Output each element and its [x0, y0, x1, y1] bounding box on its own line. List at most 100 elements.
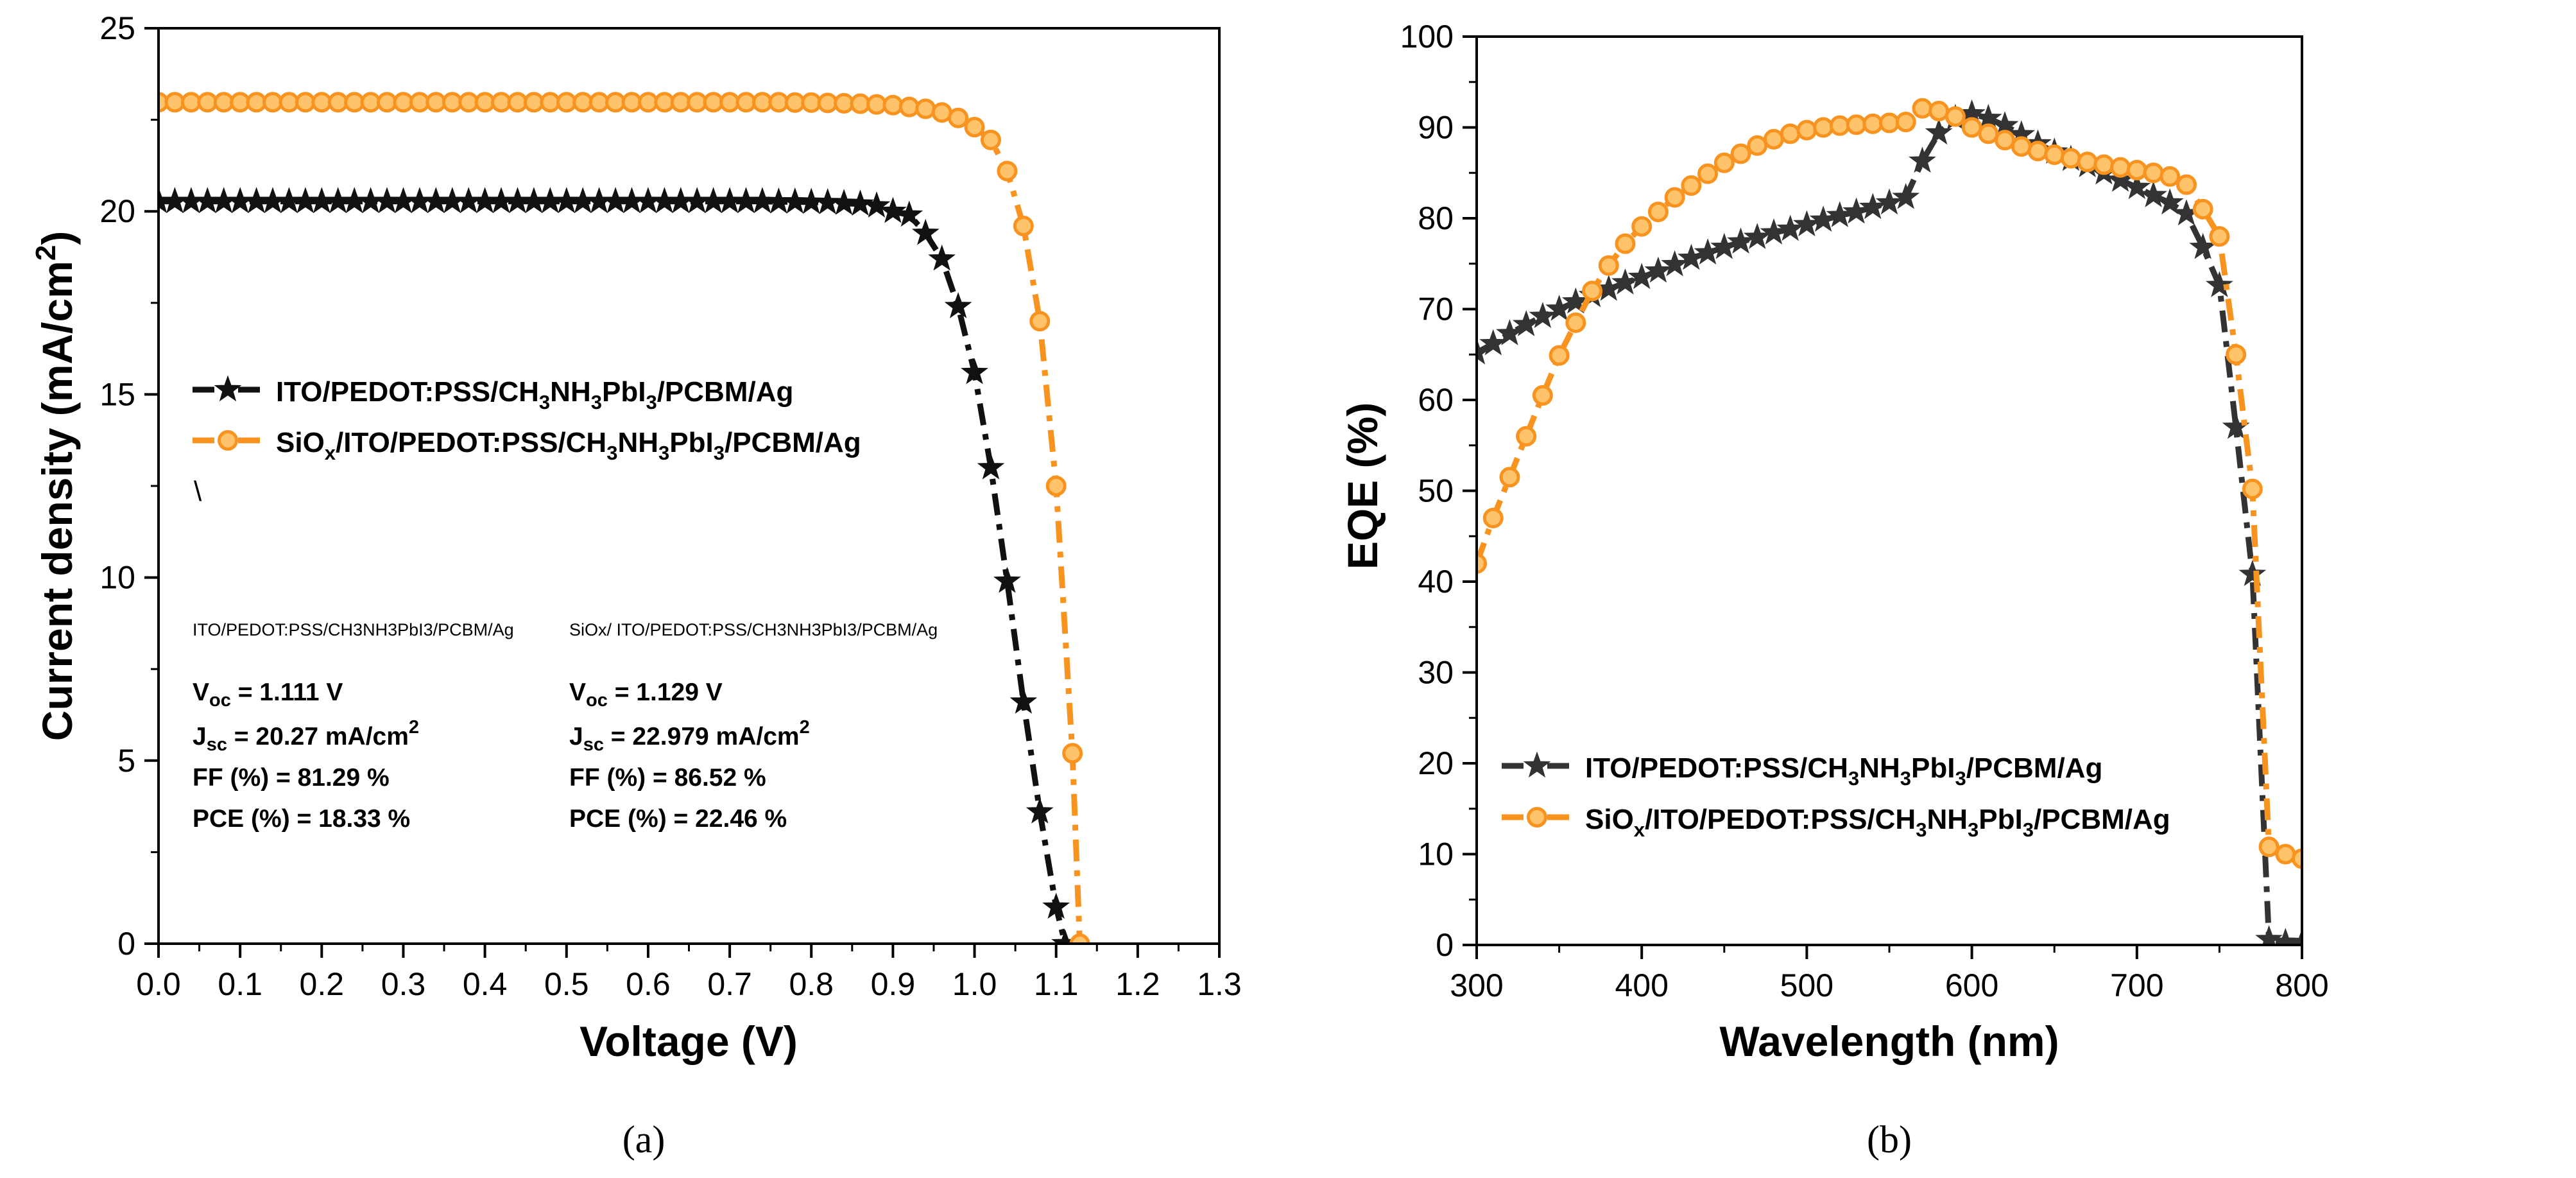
b-data-point: [2176, 174, 2197, 195]
a-annot-col2-ff: FF (%) = 86.52 %: [569, 764, 766, 792]
a-data-point: [882, 94, 904, 116]
a-data-point: [814, 188, 842, 214]
a-x-tick-label: 0.0: [136, 966, 181, 1002]
b-data-point: [2093, 154, 2115, 175]
b-x-axis-label: Wavelength (nm): [1719, 1018, 2059, 1065]
b-data-point: [1549, 345, 1570, 366]
a-x-tick-label: 0.9: [871, 966, 916, 1002]
b-data-point: [2044, 144, 2065, 165]
a-data-point: [931, 102, 952, 123]
b-legend-marker: [1523, 751, 1551, 778]
b-y-tick-label: 90: [1418, 110, 1454, 146]
b-data-point: [1499, 467, 1520, 488]
a-data-point: [830, 189, 858, 215]
a-data-point: [1045, 476, 1067, 496]
a-x-tick-label: 0.2: [300, 966, 345, 1002]
b-series-line: [1477, 105, 2302, 862]
b-y-tick-label: 70: [1418, 291, 1454, 327]
a-x-tick-label: 0.6: [626, 966, 671, 1002]
b-data-point: [2077, 152, 2098, 173]
b-data-point: [1928, 101, 1950, 122]
b-x-tick-label: 400: [1615, 967, 1668, 1003]
b-data-point: [2140, 181, 2167, 207]
b-legend: ITO/PEDOT:PSS/CH3NH3PbI3/PCBM/Ag SiOx/IT…: [1502, 751, 2170, 841]
a-y-tick-label: 25: [99, 10, 135, 46]
a-legend-entry-siox: SiOx/ITO/PEDOT:PSS/CH3NH3PbI3/PCBM/Ag: [193, 427, 861, 464]
b-data-point: [1879, 112, 1900, 134]
a-x-axis-label: Voltage (V): [580, 1018, 798, 1065]
b-data-point: [2192, 198, 2213, 220]
a-y-tick-label: 5: [117, 743, 135, 779]
b-data-point: [1875, 188, 1903, 215]
b-data-point: [1681, 175, 1702, 196]
b-data-point: [1780, 123, 1801, 144]
b-data-point: [1479, 329, 1507, 356]
b-data-point: [1664, 187, 1685, 208]
b-x-tick-label: 600: [1945, 967, 1998, 1003]
b-y-axis-label: EQE (%): [1339, 403, 1386, 569]
b-data-point: [1809, 205, 1837, 232]
b-data-point: [2238, 560, 2267, 586]
b-data-point: [2205, 271, 2233, 297]
a-x-tick-labels: 0.0 0.1 0.2 0.3 0.4 0.5 0.6 0.7 0.8 0.9 1.0 1.1 1.2 1…: [136, 966, 1242, 1002]
b-x-tick-label: 700: [2110, 967, 2163, 1003]
b-data-point: [1512, 310, 1540, 336]
b-y-tick-label: 60: [1418, 382, 1454, 418]
a-data-point: [997, 160, 1018, 182]
a-x-tick-label: 0.7: [707, 966, 752, 1002]
b-data-point: [2292, 848, 2302, 869]
a-data-point: [915, 98, 936, 119]
b-data-point: [1727, 227, 1755, 254]
b-data-point: [1895, 112, 1916, 133]
b-data-point: [1747, 135, 1768, 156]
a-data-point: [1013, 216, 1034, 237]
b-data-point: [1477, 553, 1487, 574]
a-data-point: [961, 358, 988, 385]
b-y-tick-label: 40: [1418, 564, 1454, 600]
a-x-tick-label: 1.3: [1197, 966, 1242, 1002]
b-x-tick-label: 800: [2275, 967, 2328, 1003]
b-y-tick-label: 0: [1436, 927, 1454, 963]
b-data-point: [1813, 117, 1834, 138]
b-data-point: [1496, 319, 1524, 345]
b-data-point: [2258, 836, 2280, 858]
b-legend-circle-icon: [1527, 807, 1547, 827]
b-data-point: [1661, 250, 1689, 277]
b-data-point: [2160, 166, 2181, 187]
b-data-point: [1796, 119, 1817, 141]
svg-text:ITO/PEDOT:PSS/CH3NH3PbI3/PCBM/: ITO/PEDOT:PSS/CH3NH3PbI3/PCBM/Ag: [1585, 752, 2102, 790]
a-annot-col2-pce: PCE (%) = 22.46 %: [569, 805, 787, 833]
a-data-point: [850, 93, 871, 114]
svg-text:ITO/PEDOT:PSS/CH3NH3PbI3/PCBM/: ITO/PEDOT:PSS/CH3NH3PbI3/PCBM/Ag: [276, 376, 793, 413]
a-data-point: [980, 129, 1001, 150]
a-data-point: [964, 117, 985, 138]
a-data-point: [866, 94, 887, 115]
panel-b-chart: 300 400 500 600 700 800 0 10 20 30 40 50 60 70 80 90 10…: [1339, 19, 2329, 1161]
a-y-tick-label: 0: [117, 926, 135, 962]
b-data-point: [2123, 173, 2151, 200]
b-data-point: [2226, 344, 2247, 365]
b-data-point: [1582, 281, 1603, 302]
a-legend-stray-mark: \: [194, 476, 202, 507]
b-legend-star-icon: [1523, 751, 1551, 778]
b-data-point: [1545, 295, 1574, 321]
b-data-point: [1598, 255, 1619, 276]
a-annot-col1-voc: Voc = 1.111 V: [193, 679, 343, 711]
b-x-tick-label: 500: [1780, 967, 1833, 1003]
a-legend-circle-icon: [218, 430, 238, 451]
a-series-siox: [159, 92, 1090, 944]
b-series-siox: [1477, 98, 2302, 869]
b-y-tick-label: 20: [1418, 745, 1454, 781]
b-data-point: [1627, 263, 1656, 290]
a-legend: ITO/PEDOT:PSS/CH3NH3PbI3/PCBM/Ag SiOx/IT…: [193, 375, 861, 507]
a-data-point: [977, 453, 1005, 480]
b-panel-caption: (b): [1867, 1118, 1912, 1161]
a-x-tick-label: 1.0: [952, 966, 997, 1002]
b-data-point: [1730, 143, 1751, 164]
b-y-tick-label: 30: [1418, 655, 1454, 691]
a-plot-frame: [157, 27, 1221, 945]
a-y-axis-label: Current density (mA/cm2): [30, 231, 81, 741]
a-x-tick-label: 0.4: [463, 966, 508, 1002]
a-data-point: [846, 189, 874, 216]
b-data-point: [1565, 312, 1586, 333]
